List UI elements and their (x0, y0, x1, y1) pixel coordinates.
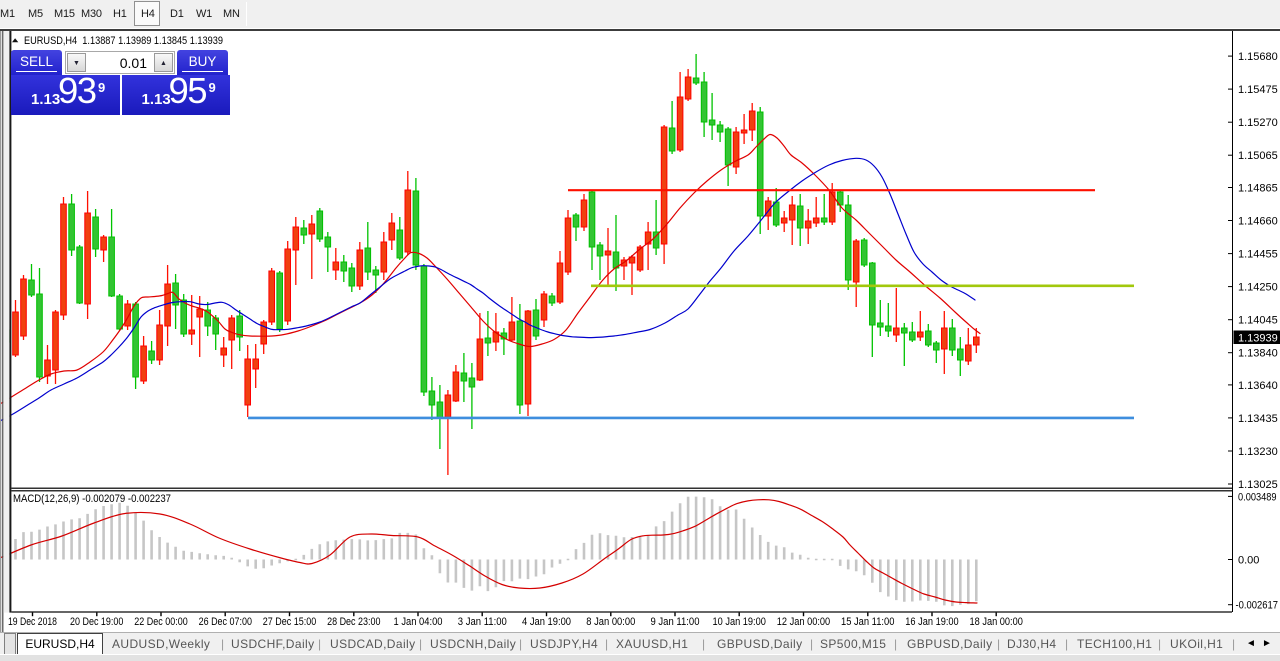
svg-text:1.15680: 1.15680 (1238, 51, 1278, 63)
svg-text:1.13840: 1.13840 (1238, 348, 1278, 360)
svg-text:18 Jan 00:00: 18 Jan 00:00 (970, 616, 1023, 628)
svg-text:1.13025: 1.13025 (1238, 479, 1278, 491)
svg-text:1 Jan 04:00: 1 Jan 04:00 (394, 616, 443, 628)
svg-text:19 Dec 2018: 19 Dec 2018 (8, 616, 57, 628)
svg-text:1.15475: 1.15475 (1238, 84, 1278, 96)
svg-text:1.14045: 1.14045 (1238, 315, 1278, 327)
svg-text:1.15270: 1.15270 (1238, 117, 1278, 129)
svg-text:-0.002617: -0.002617 (1236, 600, 1279, 612)
svg-text:1.14455: 1.14455 (1238, 249, 1278, 261)
svg-text:EURUSD,H4 1.13887 1.13989 1.1: EURUSD,H4 1.13887 1.13989 1.13845 1.1393… (24, 35, 223, 47)
svg-text:1.15065: 1.15065 (1238, 150, 1278, 162)
svg-text:27 Dec 15:00: 27 Dec 15:00 (263, 616, 316, 628)
svg-text:1.13435: 1.13435 (1238, 413, 1278, 425)
svg-text:22 Dec 00:00: 22 Dec 00:00 (134, 616, 187, 628)
svg-text:9 Jan 11:00: 9 Jan 11:00 (651, 616, 700, 628)
svg-text:8 Jan 00:00: 8 Jan 00:00 (586, 616, 635, 628)
svg-text:1.14660: 1.14660 (1238, 216, 1278, 228)
svg-text:12 Jan 00:00: 12 Jan 00:00 (777, 616, 830, 628)
svg-text:0.00: 0.00 (1238, 555, 1259, 567)
svg-text:26 Dec 07:00: 26 Dec 07:00 (199, 616, 252, 628)
svg-text:1.13230: 1.13230 (1238, 446, 1278, 458)
svg-text:16 Jan 19:00: 16 Jan 19:00 (905, 616, 958, 628)
svg-text:1.14250: 1.14250 (1238, 282, 1278, 294)
svg-text:20 Dec 19:00: 20 Dec 19:00 (70, 616, 123, 628)
svg-text:1.13939: 1.13939 (1238, 332, 1278, 344)
svg-text:MACD(12,26,9) -0.002079 -0.002: MACD(12,26,9) -0.002079 -0.002237 (13, 493, 171, 505)
svg-text:28 Dec 23:00: 28 Dec 23:00 (327, 616, 380, 628)
svg-text:1.13640: 1.13640 (1238, 380, 1278, 392)
svg-text:1.14865: 1.14865 (1238, 183, 1278, 195)
svg-text:3 Jan 11:00: 3 Jan 11:00 (458, 616, 507, 628)
svg-text:0.003489: 0.003489 (1238, 491, 1277, 503)
svg-text:4 Jan 19:00: 4 Jan 19:00 (522, 616, 571, 628)
svg-text:15 Jan 11:00: 15 Jan 11:00 (841, 616, 894, 628)
svg-text:10 Jan 19:00: 10 Jan 19:00 (713, 616, 766, 628)
